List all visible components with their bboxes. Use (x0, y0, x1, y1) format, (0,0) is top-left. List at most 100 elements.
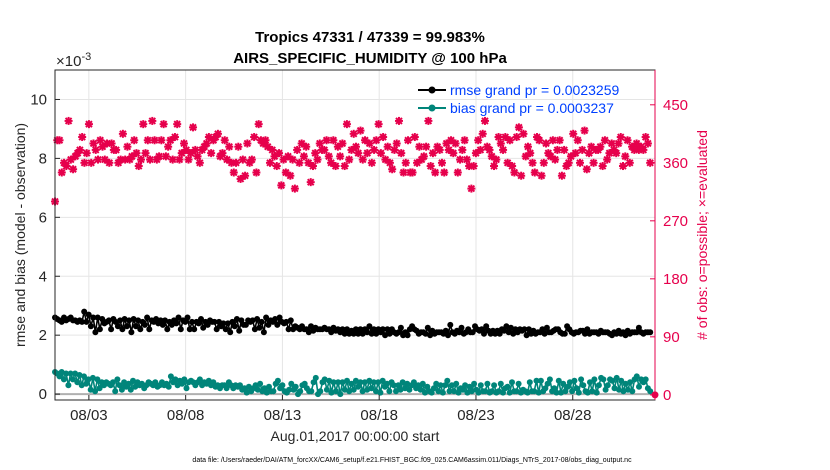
obs-evaluated-stroke (537, 171, 546, 180)
x-tick-label: 08/13 (264, 407, 302, 424)
obs-evaluated-point (329, 136, 338, 145)
bias-series-point (286, 386, 293, 393)
legend: rmse grand pr = 0.0023259 bias grand pr … (418, 82, 619, 116)
obs-evaluated-point (616, 133, 625, 142)
obs-evaluated-point (136, 155, 145, 164)
obs-evaluated-point (268, 145, 277, 154)
rmse-series-point (130, 316, 137, 322)
bias-series-point (419, 380, 426, 387)
obs-evaluated-stroke (78, 133, 86, 141)
obs-evaluated-stroke (184, 155, 193, 164)
obs-evaluated-point (354, 149, 363, 158)
obs-evaluated-stroke (526, 149, 534, 157)
obs-evaluated-stroke (85, 120, 93, 128)
obs-evaluated-stroke (302, 142, 310, 151)
obs-evaluated-point (589, 158, 598, 167)
obs-evaluated-point (118, 129, 127, 138)
bias-series-point (589, 388, 596, 395)
obs-evaluated-stroke (644, 139, 652, 148)
obs-evaluated-point (229, 168, 238, 177)
rmse-series-point (195, 320, 202, 327)
bias-series-point (439, 389, 446, 396)
obs-evaluated-stroke (617, 133, 625, 141)
obs-evaluated-point (564, 158, 573, 167)
obs-evaluated-stroke (130, 136, 138, 144)
rmse-series-point (159, 321, 166, 328)
obs-evaluated-point (247, 155, 256, 164)
rmse-series-point (229, 318, 236, 325)
obs-evaluated-stroke (571, 149, 580, 157)
obs-evaluated-point (422, 142, 431, 151)
obs-evaluated-point (150, 136, 159, 145)
y2-tick-label: 450 (663, 97, 688, 114)
obs-evaluated-stroke (268, 146, 276, 154)
obs-evaluated-point (84, 120, 93, 129)
obs-evaluated-stroke (273, 162, 281, 170)
obs-evaluated-stroke (469, 162, 478, 170)
obs-evaluated-point (383, 142, 392, 151)
bias-series-point (67, 370, 74, 377)
rmse-series-point (157, 317, 164, 324)
rmse-series-point (96, 326, 103, 333)
bias-series-point (442, 382, 449, 389)
obs-evaluated-stroke (62, 162, 71, 170)
obs-evaluated-stroke (621, 152, 629, 161)
obs-evaluated-stroke (429, 149, 437, 157)
rmse-series-point (200, 324, 207, 331)
rmse-series-point (137, 326, 144, 333)
obs-evaluated-stroke (370, 146, 378, 154)
y-tick-label: 6 (39, 209, 47, 226)
bias-series-point (410, 379, 417, 386)
obs-evaluated-point (625, 158, 634, 167)
obs-evaluated-point (478, 129, 487, 138)
obs-evaluated-point (218, 149, 227, 158)
rmse-series-point (184, 314, 191, 321)
rmse-series-point (379, 326, 386, 333)
obs-evaluated-point (458, 145, 467, 154)
bias-series-point (323, 386, 330, 393)
obs-evaluated-stroke (440, 168, 448, 177)
obs-evaluated-stroke (540, 159, 548, 167)
obs-evaluated-stroke (343, 120, 351, 128)
series-layer (51, 116, 659, 399)
rmse-series-point (198, 316, 204, 322)
obs-evaluated-stroke (155, 152, 163, 161)
obs-evaluated-stroke (476, 146, 485, 154)
x-ticks: 08/03 08/08 08/13 08/18 08/23 08/28 (70, 395, 592, 424)
bias-series-point (297, 388, 304, 395)
bias-series-point (535, 389, 542, 396)
rmse-series-point (141, 321, 148, 328)
obs-evaluated-stroke (555, 136, 564, 144)
obs-evaluated-stroke (89, 139, 98, 148)
obs-evaluated-point (202, 139, 211, 148)
obs-evaluated-point (510, 168, 519, 177)
obs-evaluated-stroke (402, 159, 410, 167)
obs-evaluated-stroke (150, 136, 159, 144)
obs-evaluated-stroke (266, 159, 274, 167)
bias-series-point (558, 389, 564, 396)
rmse-series-point (175, 314, 182, 321)
bias-series-point (555, 377, 562, 384)
obs-evaluated-stroke (494, 133, 503, 141)
obs-evaluated-point (573, 136, 582, 145)
obs-evaluated-stroke (614, 139, 623, 148)
obs-evaluated-point (315, 139, 324, 148)
obs-evaluated-point (286, 171, 295, 180)
obs-evaluated-point (82, 149, 91, 158)
obs-evaluated-stroke (248, 155, 256, 164)
bias-series-point (437, 382, 444, 389)
rmse-series-point (123, 323, 130, 330)
bias-series-point (357, 379, 364, 386)
obs-evaluated-point (252, 168, 261, 177)
obs-evaluated-point (290, 184, 299, 193)
y2-ticks: 0 90 180 270 360 450 (650, 70, 688, 404)
bias-series-point (471, 380, 478, 387)
obs-evaluated-stroke (641, 133, 650, 141)
bias-series-point (482, 388, 489, 395)
bias-series-point (451, 388, 457, 395)
y2-axis-label: # of obs: o=possible; ×=evaluated (694, 130, 710, 340)
obs-evaluated-stroke (101, 155, 109, 164)
obs-evaluated-stroke (397, 149, 405, 157)
obs-evaluated-stroke (404, 136, 412, 144)
rmse-series-point (647, 329, 654, 336)
